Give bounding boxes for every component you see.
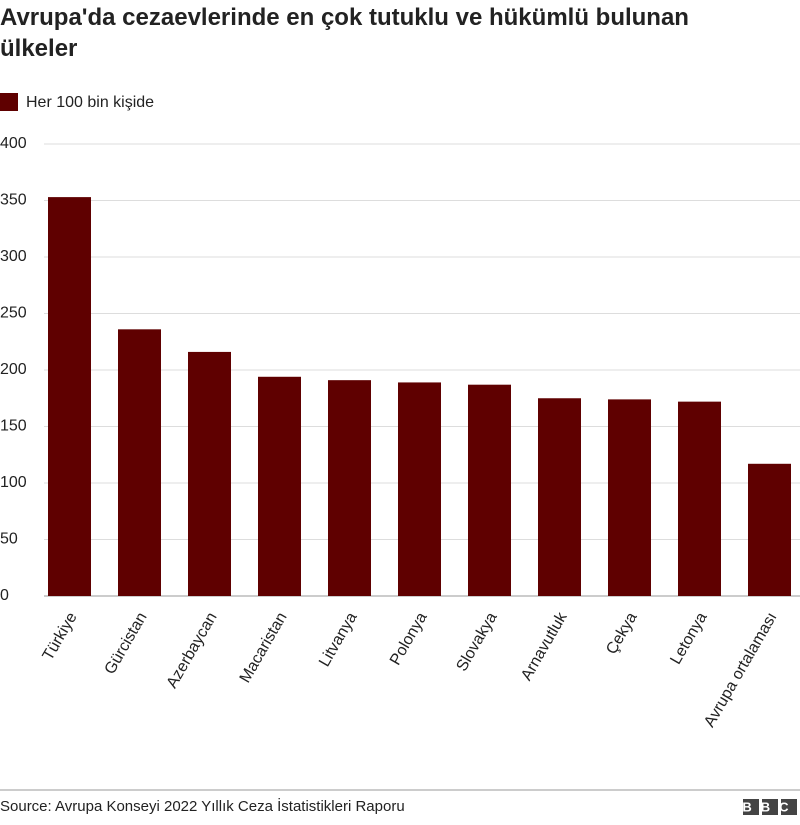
- bar: [468, 384, 511, 596]
- x-tick-label: Çekya: [603, 610, 640, 658]
- y-tick-label: 300: [0, 248, 27, 265]
- y-tick-label: 0: [0, 587, 9, 604]
- y-tick-label: 50: [0, 531, 18, 548]
- bar: [258, 376, 301, 596]
- source: Source: Avrupa Konseyi 2022 Yıllık Ceza …: [0, 797, 405, 815]
- y-tick-label: 250: [0, 305, 27, 322]
- bar: [398, 382, 441, 596]
- bar: [188, 351, 231, 596]
- chart-title: Avrupa'da cezaevlerinde en çok tutuklu v…: [0, 4, 689, 62]
- x-tick-label: Gürcistan: [102, 610, 151, 678]
- x-tick-label: Azerbaycan: [164, 610, 221, 692]
- x-tick-label: Türkiye: [40, 610, 81, 664]
- x-tick-label: Polonya: [387, 610, 431, 669]
- x-tick-label: Avrupa ortalaması: [701, 610, 781, 731]
- bar: [608, 399, 651, 596]
- x-tick-label: Macaristan: [237, 610, 291, 686]
- bar: [538, 398, 581, 596]
- y-tick-label: 350: [0, 192, 27, 209]
- bar: [328, 380, 371, 596]
- bar: [678, 401, 721, 596]
- x-tick-label: Slovakya: [453, 610, 500, 675]
- legend-swatch: [0, 93, 18, 111]
- bar: [118, 329, 161, 596]
- x-tick-label: Arnavutluk: [518, 609, 571, 684]
- logo-text: BBC: [742, 799, 797, 814]
- y-tick-label: 200: [0, 361, 27, 378]
- bar: [748, 463, 791, 596]
- legend-label: Her 100 bin kişide: [26, 94, 154, 111]
- y-tick-label: 100: [0, 474, 27, 491]
- bbc-logo: BBC: [742, 799, 797, 815]
- y-tick-label: 150: [0, 418, 27, 435]
- y-tick-label: 400: [0, 135, 27, 152]
- x-tick-label: Letonya: [667, 610, 710, 668]
- x-tick-label: Litvanya: [316, 610, 361, 670]
- bar: [48, 197, 91, 597]
